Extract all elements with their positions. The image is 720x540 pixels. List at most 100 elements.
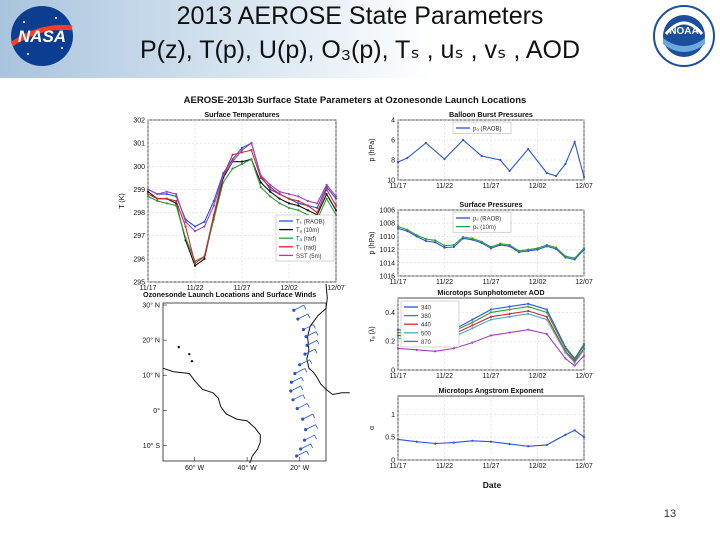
data-point xyxy=(240,162,244,166)
wind-barb xyxy=(297,403,308,409)
data-point xyxy=(573,257,576,260)
data-point xyxy=(471,237,474,240)
noaa-logo: NOAA xyxy=(653,5,715,67)
figure-title: AEROSE-2013b Surface State Parameters at… xyxy=(184,95,527,106)
data-point xyxy=(269,183,272,186)
wind-barb-flag xyxy=(316,340,320,345)
y-axis-label: α xyxy=(369,426,376,430)
legend-label: Tₛ (rad) xyxy=(296,245,316,251)
data-point xyxy=(434,442,437,445)
data-point xyxy=(582,436,586,439)
data-point xyxy=(175,204,178,207)
x-tick-label: 11/22 xyxy=(436,183,453,190)
data-point xyxy=(175,192,178,196)
data-point xyxy=(545,243,548,247)
x-tick-label: 11/22 xyxy=(436,279,453,286)
legend-label: Tₐ (10m) xyxy=(296,228,319,234)
wind-barb-flag xyxy=(303,305,307,310)
data-point xyxy=(545,332,548,336)
y-axis-label: T (K) xyxy=(119,193,126,208)
legend-label: SST (5m) xyxy=(296,254,322,260)
panel-launch-map: Ozonesonde Launch Locations and Surface … xyxy=(142,283,350,472)
data-point xyxy=(316,211,319,214)
y-tick-label: 297 xyxy=(133,233,145,240)
data-point xyxy=(471,327,474,330)
wind-barb-flag xyxy=(302,394,306,399)
data-point xyxy=(222,174,225,177)
x-tick-label: 11/17 xyxy=(140,285,157,292)
data-point xyxy=(259,174,262,177)
data-point xyxy=(325,188,328,191)
data-point xyxy=(527,445,530,448)
wind-barb-flag xyxy=(304,368,308,373)
data-point xyxy=(269,195,272,198)
data-point xyxy=(396,334,400,337)
data-point xyxy=(203,255,206,258)
data-point xyxy=(203,257,206,260)
wind-barb-flag xyxy=(314,348,318,354)
x-tick-label: 12/07 xyxy=(575,183,593,190)
data-point xyxy=(287,206,291,210)
x-tick-label: 12/02 xyxy=(529,183,547,190)
y-tick-label: 0.4 xyxy=(385,310,395,317)
legend-label: pₛ (10m) xyxy=(473,225,496,231)
data-point xyxy=(489,308,493,311)
data-point xyxy=(306,209,309,212)
data-point xyxy=(555,246,558,249)
y-tick-label: 298 xyxy=(133,210,145,217)
wind-barb xyxy=(305,424,316,431)
data-point xyxy=(443,244,446,247)
data-point xyxy=(573,364,576,367)
data-point xyxy=(396,227,400,230)
data-point xyxy=(240,160,244,163)
data-point xyxy=(156,197,159,200)
data-point xyxy=(527,312,530,315)
wind-barb-flag xyxy=(314,434,317,440)
data-point xyxy=(489,334,493,337)
data-point xyxy=(508,308,511,311)
panel-surface-pressures: Surface Pressures 1006 1008 1010 1012 1014 101… xyxy=(369,200,593,286)
data-point xyxy=(240,151,244,154)
wind-barb xyxy=(292,394,304,401)
data-point xyxy=(582,344,586,347)
legend-label: 440 xyxy=(421,323,432,329)
x-tick-label: 11/27 xyxy=(483,279,500,286)
x-tick-label: 11/22 xyxy=(436,373,453,380)
x-tick-label: 12/07 xyxy=(327,285,345,292)
data-point xyxy=(536,247,539,250)
panel-angstrom-exponent: Microtops Angstrom Exponent 0 0.5 1 11/17 11/… xyxy=(369,386,593,470)
legend-label: p₀ (RAOB) xyxy=(473,127,502,133)
lat-tick-label: 10° N xyxy=(142,372,160,380)
x-tick-label: 11/27 xyxy=(234,285,251,292)
data-point xyxy=(527,248,530,251)
data-point xyxy=(462,235,465,239)
data-point xyxy=(396,225,400,228)
data-point xyxy=(471,321,474,324)
data-point xyxy=(165,190,168,193)
data-point xyxy=(165,192,168,196)
x-tick-label: 11/17 xyxy=(390,183,407,190)
data-point xyxy=(424,237,427,241)
legend-label: 340 xyxy=(421,306,432,312)
slide-subtitle: P(z), T(p), U(p), O₃(p), Tₛ , uₛ , vₛ , … xyxy=(139,36,581,64)
data-point xyxy=(415,348,418,351)
data-point xyxy=(156,192,159,196)
y-tick-label: 301 xyxy=(133,141,145,148)
wind-barb xyxy=(305,331,317,337)
data-point xyxy=(443,246,446,249)
data-point xyxy=(471,439,474,442)
data-point xyxy=(434,239,437,242)
data-point xyxy=(193,225,197,228)
wind-barb-flag xyxy=(306,403,310,408)
data-point xyxy=(396,337,400,340)
data-point xyxy=(489,440,493,443)
data-point xyxy=(396,160,400,164)
wind-barb xyxy=(304,434,315,441)
data-point xyxy=(508,243,511,247)
wind-barb-flag xyxy=(310,443,314,449)
data-point xyxy=(297,199,300,203)
data-point xyxy=(508,315,511,318)
wind-barb-flag xyxy=(301,377,304,382)
data-point xyxy=(297,204,300,207)
